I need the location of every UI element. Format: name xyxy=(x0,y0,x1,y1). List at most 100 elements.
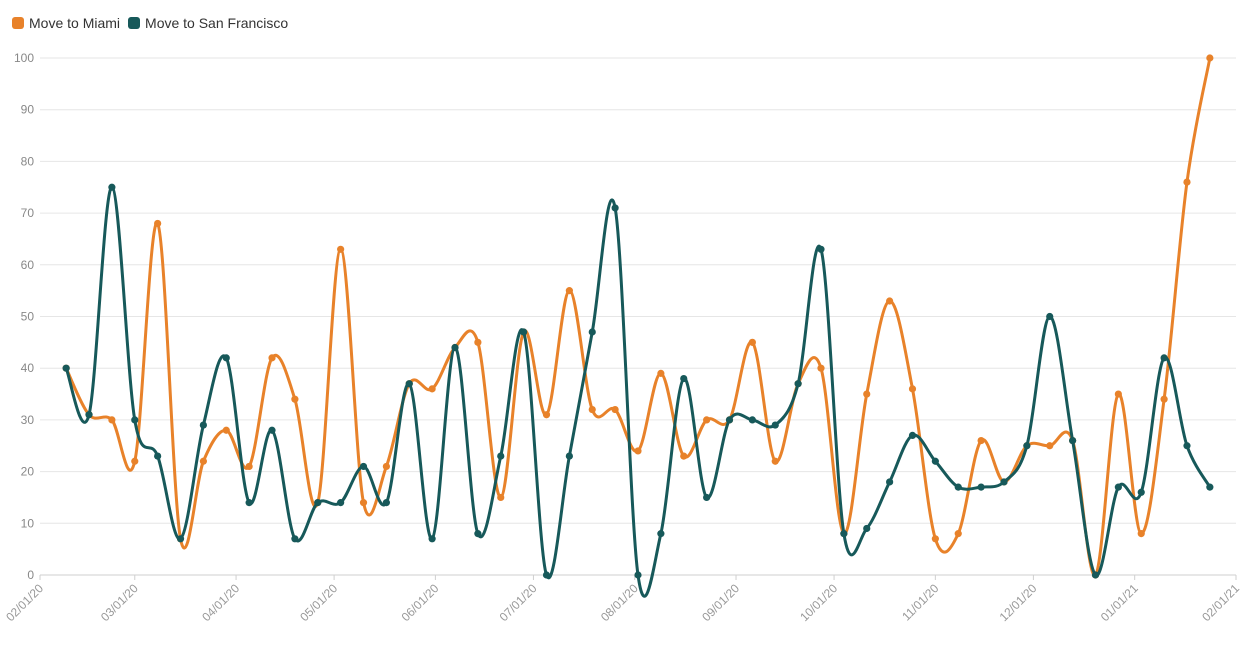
data-point-miami xyxy=(565,287,573,295)
y-tick-label: 50 xyxy=(21,310,35,324)
data-point-san-francisco xyxy=(840,530,848,538)
data-point-miami xyxy=(359,499,368,507)
legend-swatch-miami xyxy=(12,17,24,29)
data-point-san-francisco xyxy=(817,245,825,253)
data-point-san-francisco xyxy=(1046,312,1054,321)
data-point-san-francisco xyxy=(703,493,711,502)
series-line-san-francisco xyxy=(64,185,1212,598)
y-tick-label: 30 xyxy=(21,413,35,427)
x-tick-label: 02/01/20 xyxy=(3,581,46,624)
x-tick-label: 02/01/21 xyxy=(1199,581,1242,624)
data-point-san-francisco xyxy=(154,452,162,460)
data-point-miami xyxy=(703,416,711,424)
legend-label-miami: Move to Miami xyxy=(29,15,121,31)
data-point-san-francisco xyxy=(680,374,688,383)
data-point-miami xyxy=(291,395,299,403)
data-point-san-francisco xyxy=(382,499,390,507)
x-tick-label: 12/01/20 xyxy=(997,581,1040,624)
data-point-san-francisco xyxy=(794,380,802,388)
y-tick-label: 0 xyxy=(27,568,34,582)
data-point-miami xyxy=(199,457,207,465)
data-point-miami xyxy=(954,530,962,538)
data-point-miami xyxy=(222,426,230,434)
data-point-san-francisco xyxy=(954,483,962,491)
legend-label-san-francisco: Move to San Francisco xyxy=(145,15,289,31)
x-tick-label: 04/01/20 xyxy=(199,581,242,624)
data-point-miami xyxy=(1206,54,1214,62)
legend-swatch-san-francisco xyxy=(128,17,141,29)
data-point-san-francisco xyxy=(62,364,70,372)
data-point-san-francisco xyxy=(1183,442,1191,450)
data-point-miami xyxy=(908,385,917,393)
data-point-san-francisco xyxy=(245,499,253,507)
data-point-miami xyxy=(154,219,162,228)
data-point-san-francisco xyxy=(611,204,619,212)
data-point-miami xyxy=(886,297,894,305)
x-tick-label: 06/01/20 xyxy=(399,581,442,624)
data-point-miami xyxy=(268,354,276,362)
data-point-san-francisco xyxy=(1160,354,1168,362)
data-point-san-francisco xyxy=(565,452,573,460)
data-point-miami xyxy=(1183,178,1191,186)
data-point-miami xyxy=(245,462,253,471)
data-point-miami xyxy=(748,338,756,346)
data-point-san-francisco xyxy=(863,524,871,533)
y-tick-label: 60 xyxy=(21,258,35,272)
y-tick-label: 10 xyxy=(21,516,35,530)
data-point-san-francisco xyxy=(886,478,894,486)
data-point-miami xyxy=(1137,530,1145,538)
chart-legend: Move to Miami Move to San Francisco xyxy=(12,15,288,31)
data-point-miami xyxy=(1114,390,1122,398)
data-point-san-francisco xyxy=(520,328,528,336)
y-tick-label: 100 xyxy=(14,51,34,65)
y-tick-label: 80 xyxy=(21,154,35,168)
data-point-miami xyxy=(497,493,505,502)
x-tick-label: 08/01/20 xyxy=(598,581,641,624)
data-point-san-francisco xyxy=(405,380,413,388)
data-point-san-francisco xyxy=(1206,483,1214,491)
data-point-san-francisco xyxy=(291,535,299,543)
y-tick-label: 90 xyxy=(21,103,35,117)
data-point-san-francisco xyxy=(588,328,596,336)
x-tick-label: 07/01/20 xyxy=(497,581,540,624)
data-point-san-francisco xyxy=(474,530,482,538)
legend-item-san-francisco[interactable]: Move to San Francisco xyxy=(128,15,288,31)
data-point-miami xyxy=(863,390,871,398)
data-point-miami xyxy=(634,447,642,455)
data-point-san-francisco xyxy=(771,421,779,429)
data-point-san-francisco xyxy=(977,483,985,491)
data-point-san-francisco xyxy=(1114,483,1122,491)
data-point-san-francisco xyxy=(1023,442,1031,450)
data-point-miami xyxy=(611,405,619,414)
x-tick-label: 03/01/20 xyxy=(98,581,141,624)
x-tick-label: 05/01/20 xyxy=(297,581,340,624)
x-tick-label: 09/01/20 xyxy=(699,581,742,624)
data-point-miami xyxy=(1046,442,1054,450)
data-point-san-francisco xyxy=(268,426,276,434)
data-point-san-francisco xyxy=(451,343,459,352)
data-point-miami xyxy=(931,535,939,543)
y-tick-label: 40 xyxy=(21,361,35,375)
data-point-san-francisco xyxy=(199,421,207,429)
legend-item-miami[interactable]: Move to Miami xyxy=(12,15,120,31)
data-point-san-francisco xyxy=(748,416,756,424)
data-point-san-francisco xyxy=(1069,436,1077,445)
data-point-miami xyxy=(428,385,436,393)
y-tick-label: 20 xyxy=(21,465,35,479)
x-tick-label: 11/01/20 xyxy=(899,581,942,624)
data-point-san-francisco xyxy=(1091,571,1100,579)
y-tick-label: 70 xyxy=(21,206,35,220)
data-point-san-francisco xyxy=(657,530,665,538)
data-point-miami xyxy=(382,462,390,471)
data-point-miami xyxy=(337,245,345,253)
data-point-miami xyxy=(588,405,596,414)
data-point-san-francisco xyxy=(497,452,505,460)
data-point-san-francisco xyxy=(725,416,734,424)
data-point-miami xyxy=(657,369,665,377)
data-point-san-francisco xyxy=(634,571,642,579)
data-point-miami xyxy=(542,411,551,419)
data-point-san-francisco xyxy=(542,571,551,579)
data-point-miami xyxy=(474,338,482,346)
data-point-san-francisco xyxy=(314,499,322,507)
